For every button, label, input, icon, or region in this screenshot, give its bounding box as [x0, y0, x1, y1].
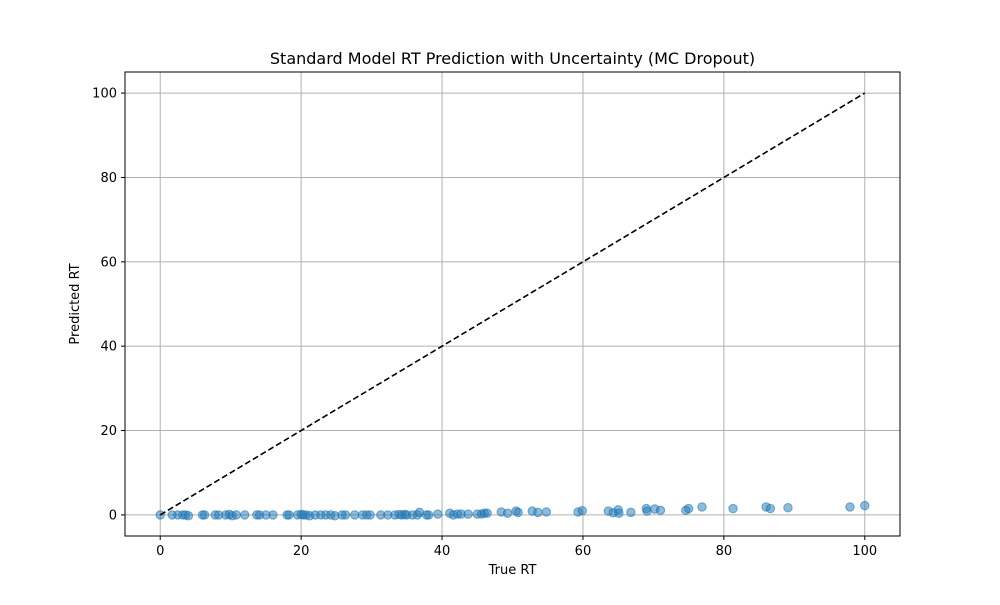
data-point: [642, 506, 652, 516]
data-point: [697, 502, 707, 512]
x-axis-ticks: 0 20 40 60 80 100: [156, 536, 877, 559]
y-tick-label: 40: [100, 340, 117, 355]
y-axis-ticks: 0 20 40 60 80 100: [92, 87, 125, 523]
x-tick-label: 40: [434, 544, 451, 559]
data-point: [284, 510, 294, 520]
data-point: [231, 510, 242, 520]
y-tick-label: 80: [100, 171, 117, 186]
data-point: [533, 507, 543, 518]
data-point: [183, 511, 194, 521]
data-point: [845, 502, 855, 512]
data-point: [655, 505, 666, 515]
data-point: [423, 510, 434, 520]
x-tick-label: 100: [852, 544, 877, 559]
y-tick-label: 100: [92, 87, 117, 102]
y-tick-label: 60: [100, 255, 117, 270]
y-tick-label: 20: [100, 424, 117, 439]
data-point: [502, 508, 513, 518]
x-axis-label: True RT: [488, 563, 537, 578]
plot-area-frame: [124, 71, 901, 537]
data-point: [683, 503, 694, 514]
data-point: [513, 507, 523, 518]
data-point: [482, 508, 492, 518]
data-points: [155, 500, 870, 521]
y-tick-label: 0: [109, 508, 117, 523]
x-tick-label: 20: [293, 544, 310, 559]
data-point: [614, 508, 624, 518]
data-point: [765, 503, 776, 514]
data-point: [860, 500, 870, 511]
grid-lines: [125, 72, 900, 536]
x-tick-label: 80: [716, 544, 733, 559]
data-point: [433, 509, 443, 519]
y-axis-label: Predicted RT: [68, 263, 83, 344]
data-point: [268, 510, 278, 520]
data-point: [463, 509, 473, 519]
data-point: [240, 510, 250, 520]
x-tick-label: 60: [575, 544, 592, 559]
data-point: [365, 510, 375, 520]
data-point: [783, 503, 793, 513]
reference-line: [159, 92, 866, 516]
data-point: [349, 510, 360, 520]
x-tick-label: 0: [156, 544, 164, 559]
data-point: [199, 510, 210, 520]
data-point: [626, 507, 636, 518]
chart-title: Standard Model RT Prediction with Uncert…: [270, 49, 755, 68]
data-point: [728, 503, 738, 514]
data-point: [541, 507, 552, 517]
reference-line-group: [159, 92, 866, 516]
data-point: [577, 505, 587, 516]
data-point: [340, 510, 351, 520]
